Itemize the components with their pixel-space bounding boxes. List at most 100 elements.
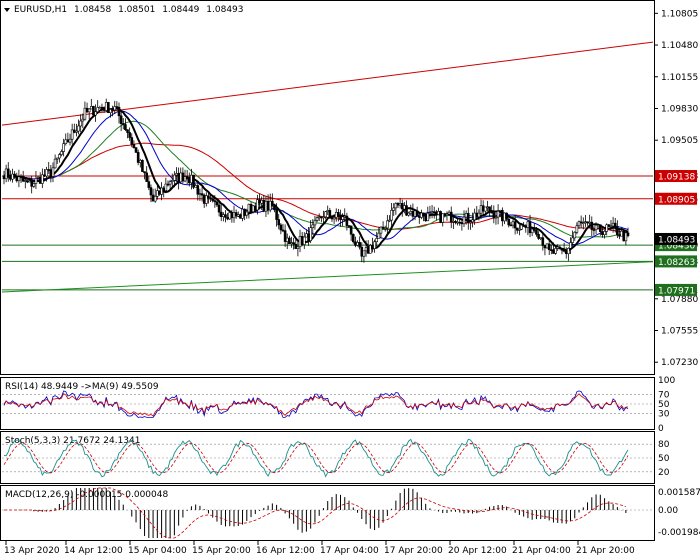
candle-body [415,210,419,217]
candle-body [618,234,621,237]
price-axis: 1.10805 1.10480 1.10155 1.09830 1.09505 1.091… [654,9,698,368]
symbol-label: EURUSD,H1 [14,5,67,15]
candle-body [339,216,342,220]
candle-body [113,106,117,111]
candle-body [475,212,479,218]
candle-body [466,213,470,223]
rsi-ma-line [3,393,629,417]
candle-body [224,214,227,218]
candle-body [320,216,323,219]
macd-axis-label: 0.001587 [658,488,700,498]
candle-body [530,228,534,234]
candle-body [175,173,178,176]
candle-body [432,211,436,214]
candle-body [2,175,6,180]
candle-body [484,206,487,212]
macd-axis-label: -0.001984 [658,528,700,538]
candle-body [100,106,104,109]
candlesticks [2,98,630,263]
high-value: 1.08501 [118,5,155,15]
candle-body [232,212,236,219]
candle-body [55,157,59,160]
candle-body [145,172,148,182]
candle-body [420,212,423,218]
candle-body [528,221,532,234]
candle-body [164,183,168,191]
candle-body [109,109,112,114]
candle-body [398,203,402,206]
collapse-triangle-icon[interactable] [4,8,10,12]
candle-body [81,118,85,122]
candle-body [245,211,249,216]
candle-body [4,168,8,180]
level-badge-label: 1.08430 [658,242,695,252]
candle-body [569,242,572,249]
candle-body [68,138,72,143]
candle-body [575,225,579,233]
candle-body [62,143,65,152]
level-badge-label: 1.07971 [658,286,695,296]
candle-body [547,243,551,250]
candle-body [594,224,598,231]
candle-body [383,227,387,230]
candle-body [411,211,415,217]
stoch-k-line [3,438,629,478]
candle-body [526,221,530,228]
candle-body [6,168,10,178]
candle-body [183,176,187,182]
level-badge-label: 1.08905 [658,195,695,205]
candle-body [515,227,519,231]
candle-body [249,203,253,213]
candle-body [488,206,491,213]
candle-body [151,194,155,202]
candle-body [222,214,225,217]
candle-body [369,245,372,254]
candle-body [149,187,153,196]
candle-body [162,187,166,191]
time-tick-label: 17 Apr 20:00 [384,546,443,556]
candle-body [541,237,545,246]
candle-body [236,214,240,217]
candle-body [447,211,451,215]
candle-body [496,210,500,218]
candle-body [498,209,502,212]
stochastic-indicator: 80 50 20 [2,438,670,478]
candle-body [296,246,300,249]
time-tick-label: 21 Apr 04:00 [512,546,571,556]
candle-body [300,236,304,245]
candle-body [185,176,189,180]
candle-body [477,212,481,218]
candle-body [360,246,364,257]
rsi-panel-border [0,377,655,430]
candle-body [341,216,344,220]
candle-body [87,108,91,113]
candle-body [586,221,589,224]
candle-body [45,169,48,177]
candle-body [28,180,31,183]
candle-body [577,221,581,227]
level-badge-label: 1.09138 [658,173,695,183]
candle-body [58,154,61,159]
candle-body [556,246,560,249]
candle-body [558,246,562,250]
time-tick-label: 15 Apr 20:00 [192,546,251,556]
candle-body [317,216,321,219]
candle-body [573,231,577,239]
candle-body [407,212,410,216]
price-tick-label: 1.10480 [661,41,698,51]
candle-body [503,212,506,222]
candle-body [328,210,332,217]
low-value: 1.08449 [162,5,199,15]
candle-body [273,205,276,211]
candle-body [302,236,306,245]
candle-body [307,233,310,241]
candle-body [354,241,357,246]
candle-body [624,232,628,242]
candle-body [266,200,270,211]
candle-body [460,222,464,225]
candle-body [471,219,474,223]
price-badges: 1.09138 1.08905 1.08430 1.08263 1.07971 1.084… [655,170,697,296]
candle-body [32,183,36,187]
